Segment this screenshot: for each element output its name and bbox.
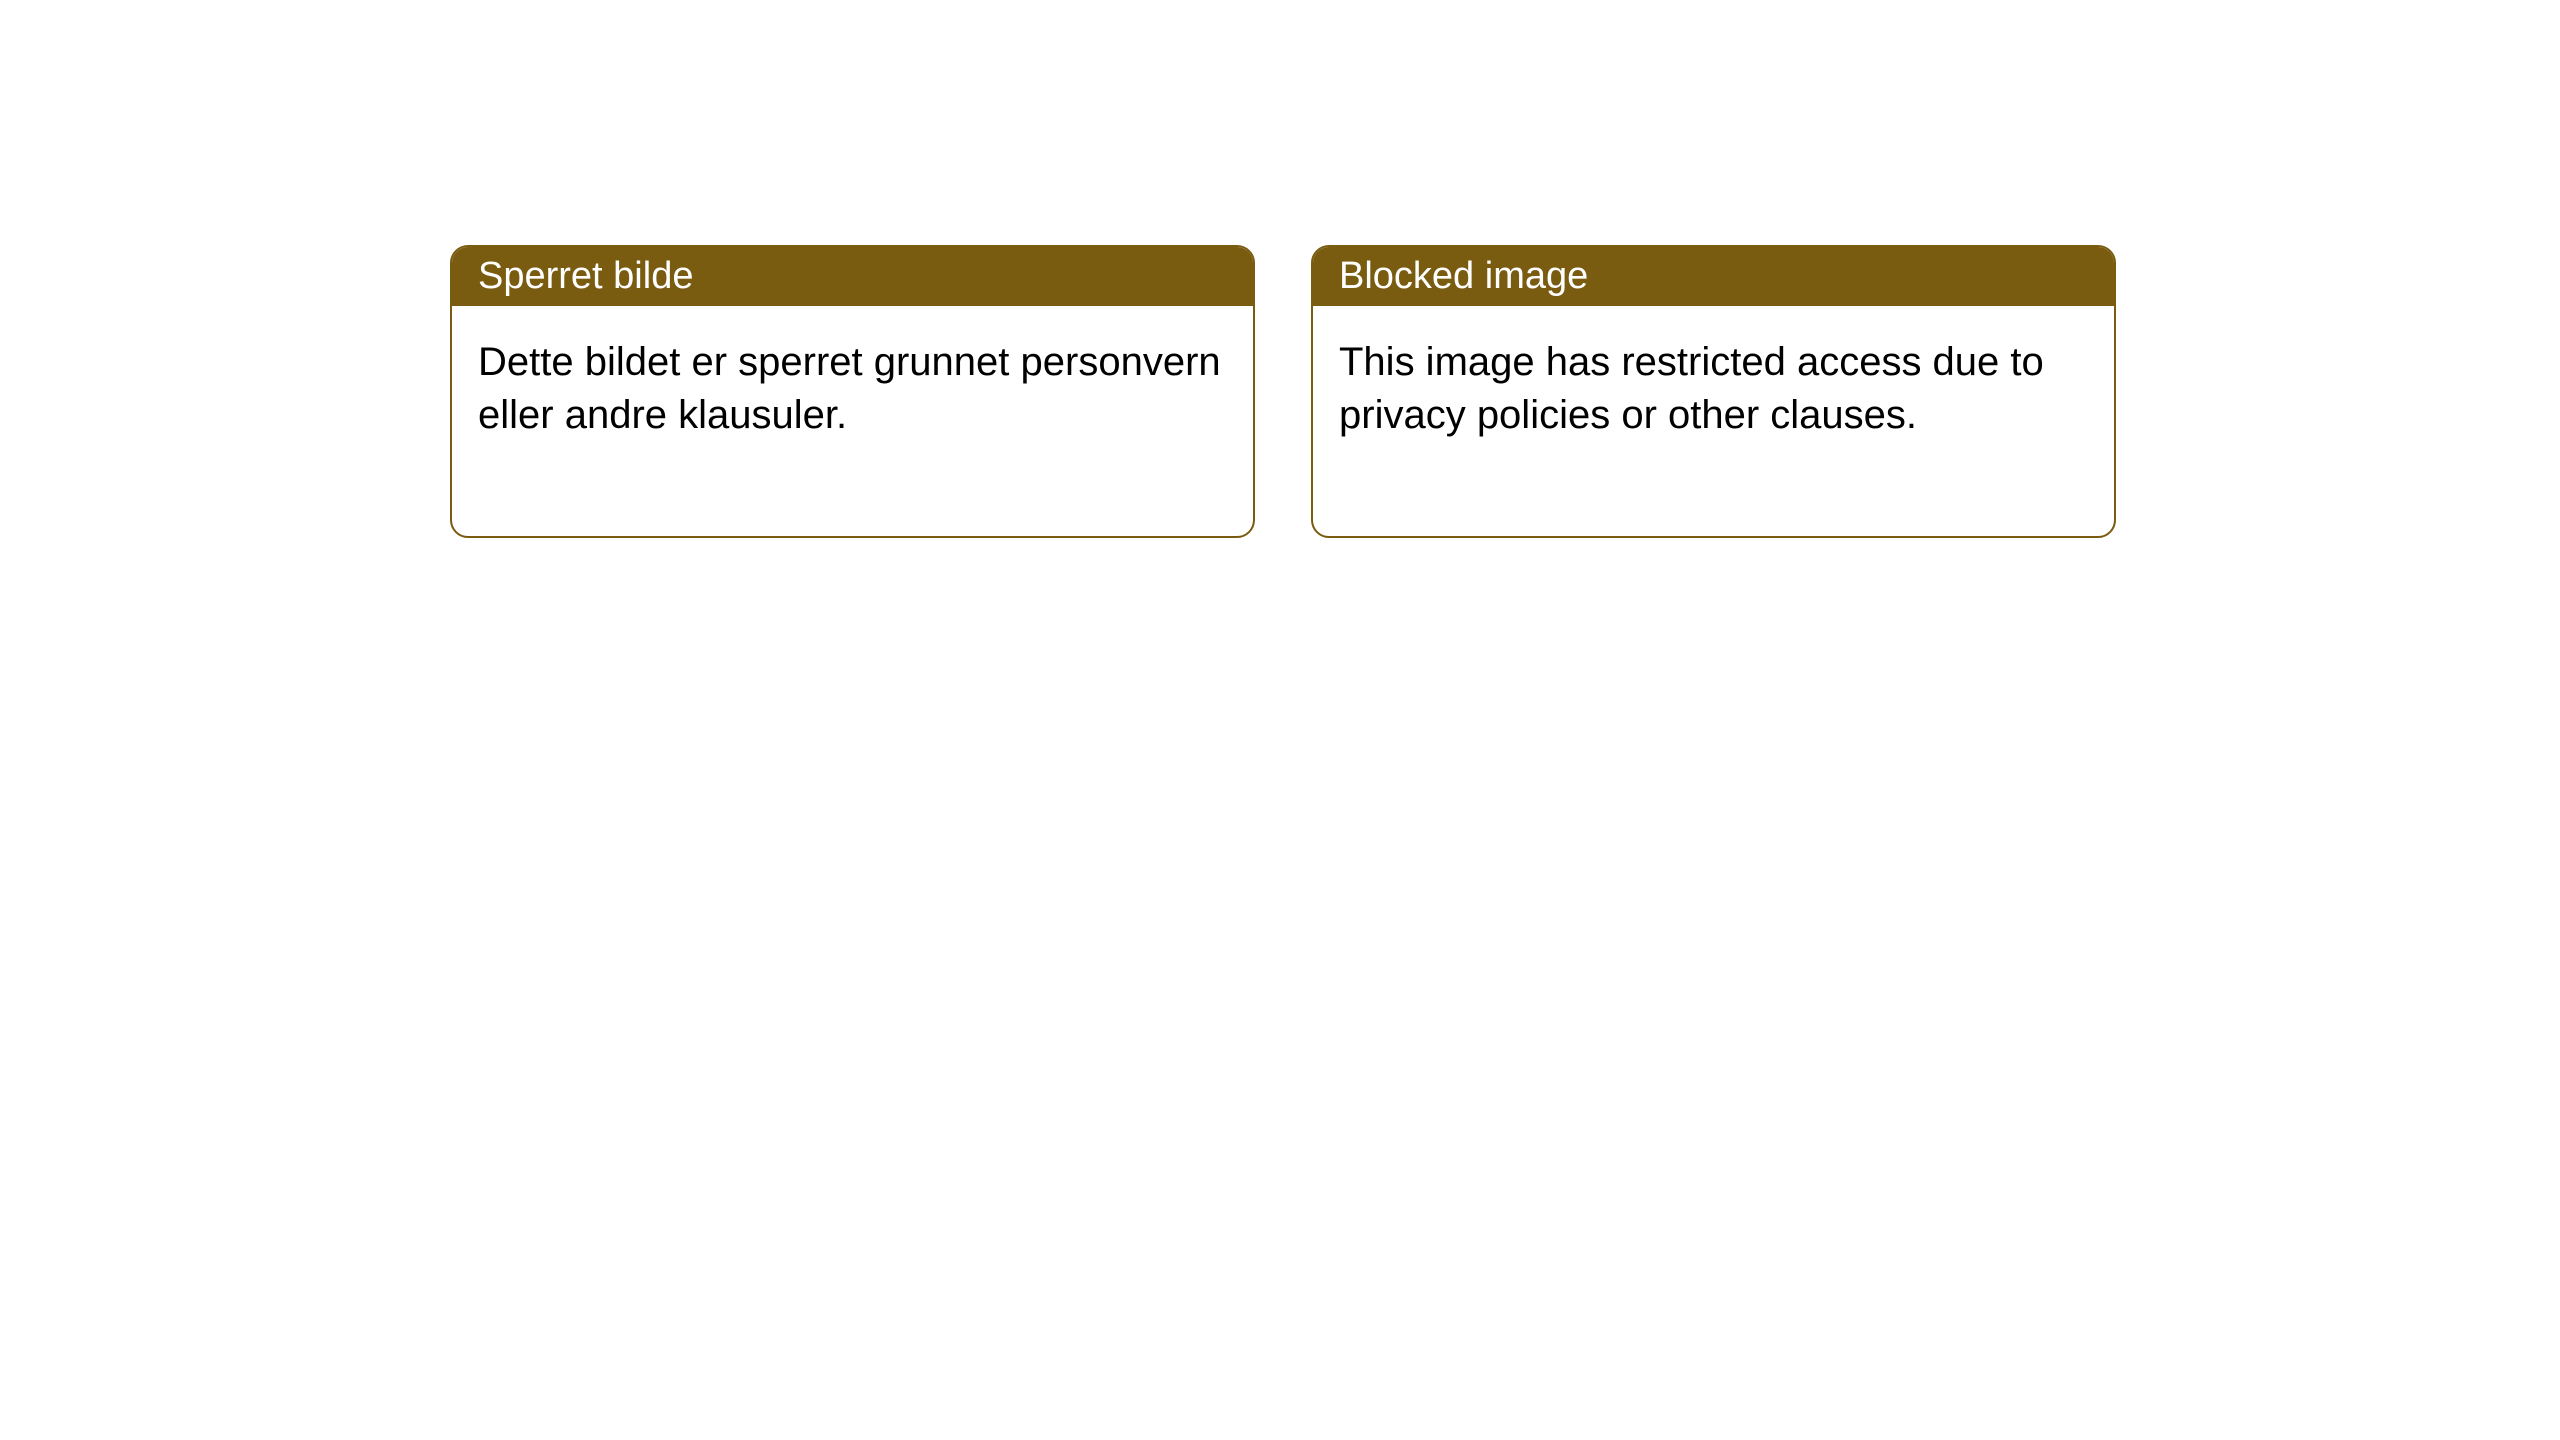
notice-card-norwegian: Sperret bilde Dette bildet er sperret gr… [450,245,1255,538]
notice-container: Sperret bilde Dette bildet er sperret gr… [0,0,2560,538]
notice-body-english: This image has restricted access due to … [1313,306,2114,536]
notice-title-norwegian: Sperret bilde [452,247,1253,306]
notice-body-norwegian: Dette bildet er sperret grunnet personve… [452,306,1253,536]
notice-title-english: Blocked image [1313,247,2114,306]
notice-card-english: Blocked image This image has restricted … [1311,245,2116,538]
